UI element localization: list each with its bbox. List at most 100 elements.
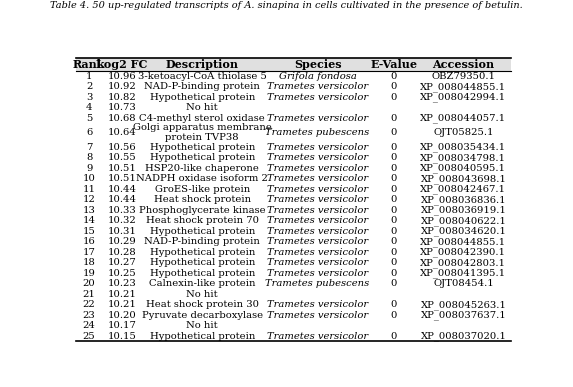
Text: XP_008037020.1: XP_008037020.1 xyxy=(421,331,507,341)
Text: Trametes versicolor: Trametes versicolor xyxy=(267,143,368,152)
Text: Grifola fondosa: Grifola fondosa xyxy=(278,72,356,81)
Text: XP_008037637.1: XP_008037637.1 xyxy=(421,310,507,320)
Text: 10.92: 10.92 xyxy=(107,82,136,91)
Text: 0: 0 xyxy=(391,332,397,341)
Text: Table 4. 50 up-regulated transcripts of A. sinapina in cells cultivated in the p: Table 4. 50 up-regulated transcripts of … xyxy=(50,1,523,10)
Text: Accession: Accession xyxy=(432,59,494,70)
Text: Trametes versicolor: Trametes versicolor xyxy=(267,93,368,102)
Text: 0: 0 xyxy=(391,195,397,204)
Text: Log2 FC: Log2 FC xyxy=(96,59,147,70)
Text: Trametes versicolor: Trametes versicolor xyxy=(267,216,368,225)
Text: Heat shock protein: Heat shock protein xyxy=(154,195,251,204)
Text: 0: 0 xyxy=(391,300,397,309)
Text: XP_008040622.1: XP_008040622.1 xyxy=(421,216,507,226)
Text: 0: 0 xyxy=(391,258,397,267)
Text: Trametes versicolor: Trametes versicolor xyxy=(267,174,368,183)
Text: 0: 0 xyxy=(391,72,397,81)
Text: Trametes versicolor: Trametes versicolor xyxy=(267,195,368,204)
Text: No hit: No hit xyxy=(186,290,218,299)
Text: 10.64: 10.64 xyxy=(107,128,136,137)
Text: NAD-P-binding protein: NAD-P-binding protein xyxy=(144,237,260,246)
Text: No hit: No hit xyxy=(186,103,218,112)
Text: HSP20-like chaperone: HSP20-like chaperone xyxy=(146,164,259,173)
Text: Trametes versicolor: Trametes versicolor xyxy=(267,237,368,246)
Text: 16: 16 xyxy=(83,237,96,246)
Text: XP_008044855.1: XP_008044855.1 xyxy=(421,237,507,247)
Text: 2: 2 xyxy=(86,82,92,91)
Text: Trametes versicolor: Trametes versicolor xyxy=(267,300,368,309)
Text: 23: 23 xyxy=(83,311,96,320)
Text: 10.21: 10.21 xyxy=(107,300,136,309)
Text: 10.27: 10.27 xyxy=(107,258,136,267)
Text: 10: 10 xyxy=(83,174,96,183)
Text: XP_008044057.1: XP_008044057.1 xyxy=(421,113,507,123)
Text: 19: 19 xyxy=(83,269,96,278)
Text: XP_008042467.1: XP_008042467.1 xyxy=(421,184,507,194)
Text: Heat shock protein 70: Heat shock protein 70 xyxy=(146,216,259,225)
Text: Trametes versicolor: Trametes versicolor xyxy=(267,248,368,257)
Text: 20: 20 xyxy=(83,279,96,288)
Text: 5: 5 xyxy=(86,114,92,123)
Text: Calnexin-like protein: Calnexin-like protein xyxy=(149,279,256,288)
Text: XP_008042994.1: XP_008042994.1 xyxy=(421,92,507,102)
Text: 8: 8 xyxy=(86,153,92,162)
Text: Trametes versicolor: Trametes versicolor xyxy=(267,164,368,173)
Text: XP_008036919.1: XP_008036919.1 xyxy=(421,205,507,215)
Text: XP_008045263.1: XP_008045263.1 xyxy=(421,300,507,310)
Text: Trametes versicolor: Trametes versicolor xyxy=(267,332,368,341)
Text: 0: 0 xyxy=(391,279,397,288)
Text: Hypothetical protein: Hypothetical protein xyxy=(150,248,255,257)
Text: 18: 18 xyxy=(83,258,96,267)
Text: 0: 0 xyxy=(391,311,397,320)
Text: 0: 0 xyxy=(391,143,397,152)
Bar xyxy=(76,58,511,71)
Text: 10.32: 10.32 xyxy=(107,216,136,225)
Text: XP_008044855.1: XP_008044855.1 xyxy=(421,82,507,92)
Text: Phosphoglycerate kinase: Phosphoglycerate kinase xyxy=(139,206,265,215)
Text: 10.15: 10.15 xyxy=(107,332,136,341)
Text: XP_008034798.1: XP_008034798.1 xyxy=(421,153,507,163)
Text: Pyruvate decarboxylase: Pyruvate decarboxylase xyxy=(142,311,263,320)
Text: NAD-P-binding protein: NAD-P-binding protein xyxy=(144,82,260,91)
Text: NADPH oxidase isoform 2: NADPH oxidase isoform 2 xyxy=(136,174,268,183)
Text: 6: 6 xyxy=(86,128,92,137)
Text: 10.56: 10.56 xyxy=(108,143,136,152)
Text: 10.68: 10.68 xyxy=(108,114,136,123)
Text: 10.23: 10.23 xyxy=(107,279,136,288)
Text: 0: 0 xyxy=(391,153,397,162)
Text: 10.73: 10.73 xyxy=(107,103,136,112)
Text: 10.20: 10.20 xyxy=(107,311,136,320)
Text: Species: Species xyxy=(294,59,342,70)
Text: 0: 0 xyxy=(391,269,397,278)
Text: OJT08454.1: OJT08454.1 xyxy=(433,279,494,288)
Text: Hypothetical protein: Hypothetical protein xyxy=(150,93,255,102)
Text: 9: 9 xyxy=(86,164,92,173)
Text: E-Value: E-Value xyxy=(370,59,417,70)
Text: 0: 0 xyxy=(391,114,397,123)
Text: 10.29: 10.29 xyxy=(107,237,136,246)
Text: XP_008035434.1: XP_008035434.1 xyxy=(421,142,507,152)
Text: 11: 11 xyxy=(83,185,96,194)
Text: protein TVP38: protein TVP38 xyxy=(166,134,239,142)
Text: 0: 0 xyxy=(391,82,397,91)
Text: XP_008034620.1: XP_008034620.1 xyxy=(421,226,507,236)
Text: 4: 4 xyxy=(86,103,92,112)
Text: 10.96: 10.96 xyxy=(108,72,136,81)
Text: XP_008040595.1: XP_008040595.1 xyxy=(421,163,507,173)
Text: Trametes versicolor: Trametes versicolor xyxy=(267,114,368,123)
Text: XP_008036836.1: XP_008036836.1 xyxy=(421,195,506,205)
Text: Trametes pubescens: Trametes pubescens xyxy=(265,279,370,288)
Text: 10.21: 10.21 xyxy=(107,290,136,299)
Text: 12: 12 xyxy=(83,195,96,204)
Text: 10.82: 10.82 xyxy=(107,93,136,102)
Text: 10.25: 10.25 xyxy=(107,269,136,278)
Text: Trametes pubescens: Trametes pubescens xyxy=(265,128,370,137)
Text: 0: 0 xyxy=(391,206,397,215)
Text: Trametes versicolor: Trametes versicolor xyxy=(267,227,368,236)
Text: Trametes versicolor: Trametes versicolor xyxy=(267,82,368,91)
Text: 25: 25 xyxy=(83,332,96,341)
Text: 10.31: 10.31 xyxy=(107,227,136,236)
Text: 10.33: 10.33 xyxy=(107,206,136,215)
Text: 3-ketoacyl-CoA thiolase 5: 3-ketoacyl-CoA thiolase 5 xyxy=(138,72,266,81)
Text: 1: 1 xyxy=(86,72,92,81)
